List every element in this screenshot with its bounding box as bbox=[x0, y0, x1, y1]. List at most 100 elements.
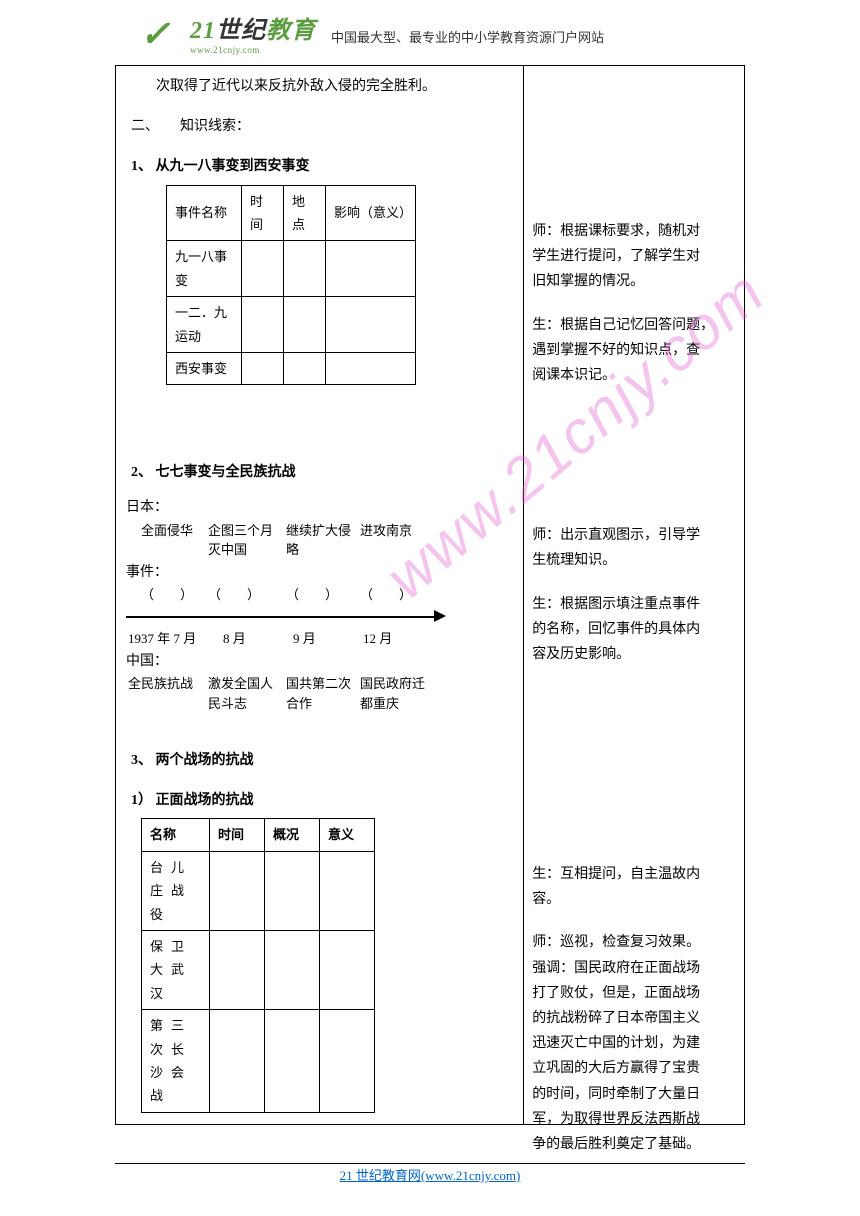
th-name: 名称 bbox=[142, 819, 210, 851]
cell bbox=[242, 241, 284, 297]
logo-21: 21 bbox=[190, 18, 216, 44]
left-column: 次取得了近代以来反抗外敌入侵的完全胜利。 二、 知识线索： 1、 从九一八事变到… bbox=[116, 66, 524, 1124]
text-line: 师：巡视，检查复习效果。 bbox=[532, 930, 736, 955]
text-line: 强调：国民政府在正面战场 bbox=[532, 956, 736, 981]
logo-url: www.21cnjy.com bbox=[190, 45, 316, 55]
tc: 进攻南京 bbox=[358, 521, 432, 560]
cell bbox=[265, 1010, 320, 1113]
cell bbox=[326, 241, 416, 297]
cell: 一二．九运动 bbox=[167, 297, 242, 353]
th-name: 事件名称 bbox=[167, 185, 242, 241]
text-line: 遇到掌握不好的知识点，查 bbox=[532, 338, 736, 363]
table-row: 九一八事变 bbox=[167, 241, 416, 297]
event-label: 事件： bbox=[126, 560, 513, 585]
china-row: 全民族抗战 激发全国人民斗志 国共第二次合作 国民政府迁都重庆 bbox=[126, 674, 513, 713]
text-line: 师：根据课标要求，随机对 bbox=[532, 219, 736, 244]
cell bbox=[320, 1010, 375, 1113]
th-place: 地点 bbox=[284, 185, 326, 241]
content-wrapper: 次取得了近代以来反抗外敌入侵的完全胜利。 二、 知识线索： 1、 从九一八事变到… bbox=[115, 65, 745, 1125]
text-line: 打了败仗，但是，正面战场 bbox=[532, 981, 736, 1006]
text-line: 生：根据自己记忆回答问题， bbox=[532, 313, 736, 338]
tc: 继续扩大侵略 bbox=[284, 521, 358, 560]
text-line: 学生进行提问，了解学生对 bbox=[532, 244, 736, 269]
table-row: 第三次长沙会战 bbox=[142, 1010, 375, 1113]
timeline-arrow bbox=[126, 609, 446, 624]
text-line: 争的最后胜利奠定了基础。 bbox=[532, 1132, 736, 1157]
right-block-1: 师：根据课标要求，随机对 学生进行提问，了解学生对 旧知掌握的情况。 生：根据自… bbox=[532, 219, 736, 388]
text-line: 生：根据图示填注重点事件 bbox=[532, 592, 736, 617]
cell: 第三次长沙会战 bbox=[142, 1010, 210, 1113]
page-footer: 21 世纪教育网(www.21cnjy.com) bbox=[0, 1165, 860, 1184]
cell: 台儿庄战役 bbox=[142, 851, 210, 930]
th-time: 时间 bbox=[242, 185, 284, 241]
table-row: 西安事变 bbox=[167, 352, 416, 384]
cell bbox=[210, 851, 265, 930]
text-line: 师：出示直观图示，引导学 bbox=[532, 523, 736, 548]
cell bbox=[242, 352, 284, 384]
text-line: 迅速灭亡中国的计划，为建 bbox=[532, 1031, 736, 1056]
table-row: 台儿庄战役 bbox=[142, 851, 375, 930]
table-row: 名称 时间 概况 意义 bbox=[142, 819, 375, 851]
timeline-section: 日本： 全面侵华 企图三个月灭中国 继续扩大侵略 进攻南京 事件： （ ） （ … bbox=[126, 495, 513, 713]
text-line: 军，为取得世界反法西斯战 bbox=[532, 1107, 736, 1132]
table-row: 一二．九运动 bbox=[167, 297, 416, 353]
cell bbox=[284, 352, 326, 384]
tc: 12 月 bbox=[361, 629, 435, 649]
th-impact: 影响（意义） bbox=[326, 185, 416, 241]
right-block-3: 生：互相提问，自主温故内 容。 师：巡视，检查复习效果。 强调：国民政府在正面战… bbox=[532, 862, 736, 1157]
right-block-2: 师：出示直观图示，引导学 生梳理知识。 生：根据图示填注重点事件 的名称，回忆事… bbox=[532, 523, 736, 667]
text-line: 的名称，回忆事件的具体内 bbox=[532, 617, 736, 642]
cell bbox=[284, 297, 326, 353]
logo-century: 世纪 bbox=[216, 18, 266, 44]
section-2-title: 二、 知识线索： bbox=[131, 114, 513, 139]
cell bbox=[265, 930, 320, 1009]
tc: （ ） bbox=[284, 585, 358, 605]
logo-main: 21世纪教育 bbox=[190, 10, 316, 45]
tc: 全面侵华 bbox=[126, 521, 206, 560]
tc: （ ） bbox=[206, 585, 284, 605]
text-line: 的抗战粉碎了日本帝国主义 bbox=[532, 1006, 736, 1031]
logo-text: 21世纪教育 www.21cnjy.com bbox=[190, 10, 316, 55]
japan-row: 全面侵华 企图三个月灭中国 继续扩大侵略 进攻南京 bbox=[126, 521, 513, 560]
logo-edu: 教育 bbox=[266, 18, 316, 44]
table-events-1: 事件名称 时间 地点 影响（意义） 九一八事变 一二．九运动 西安事变 bbox=[166, 185, 416, 386]
logo-area: ✓ 21世纪教育 www.21cnjy.com bbox=[140, 10, 316, 55]
cell: 九一八事变 bbox=[167, 241, 242, 297]
tc: 8 月 bbox=[221, 629, 291, 649]
sub-3-title: 3、 两个战场的抗战 bbox=[131, 748, 513, 773]
text-line: 生：互相提问，自主温故内 bbox=[532, 862, 736, 887]
footer-line bbox=[115, 1163, 745, 1164]
text-line: 阅课本识记。 bbox=[532, 363, 736, 388]
cell bbox=[265, 851, 320, 930]
date-row: 1937 年 7 月 8 月 9 月 12 月 bbox=[126, 629, 513, 649]
table-row: 事件名称 时间 地点 影响（意义） bbox=[167, 185, 416, 241]
china-label: 中国： bbox=[126, 649, 513, 674]
text-line: 立巩固的大后方赢得了宝贵 bbox=[532, 1056, 736, 1081]
th-time: 时间 bbox=[210, 819, 265, 851]
tc: 9 月 bbox=[291, 629, 361, 649]
cell bbox=[326, 352, 416, 384]
text-line: 的时间，同时牵制了大量日 bbox=[532, 1082, 736, 1107]
cell: 西安事变 bbox=[167, 352, 242, 384]
footer-text: 21 世纪教育网(www.21cnjy.com) bbox=[340, 1168, 521, 1183]
right-column: 师：根据课标要求，随机对 学生进行提问，了解学生对 旧知掌握的情况。 生：根据自… bbox=[524, 66, 744, 1124]
tc: 1937 年 7 月 bbox=[126, 629, 221, 649]
tc: 企图三个月灭中国 bbox=[206, 521, 284, 560]
cell bbox=[320, 930, 375, 1009]
intro-text: 次取得了近代以来反抗外敌入侵的完全胜利。 bbox=[156, 74, 513, 99]
event-row: （ ） （ ） （ ） （ ） bbox=[126, 585, 513, 605]
cell bbox=[320, 851, 375, 930]
sub-2-title: 2、 七七事变与全民族抗战 bbox=[131, 460, 513, 485]
text-line: 生梳理知识。 bbox=[532, 548, 736, 573]
th-summary: 概况 bbox=[265, 819, 320, 851]
tc: （ ） bbox=[358, 585, 432, 605]
th-meaning: 意义 bbox=[320, 819, 375, 851]
cell bbox=[242, 297, 284, 353]
table-battles: 名称 时间 概况 意义 台儿庄战役 保卫大武汉 第三次长沙会战 bbox=[141, 818, 375, 1112]
cell bbox=[210, 930, 265, 1009]
text-line: 容及历史影响。 bbox=[532, 642, 736, 667]
tc: 国民政府迁都重庆 bbox=[358, 674, 432, 713]
tc: （ ） bbox=[126, 585, 206, 605]
tc: 激发全国人民斗志 bbox=[206, 674, 284, 713]
cell bbox=[284, 241, 326, 297]
